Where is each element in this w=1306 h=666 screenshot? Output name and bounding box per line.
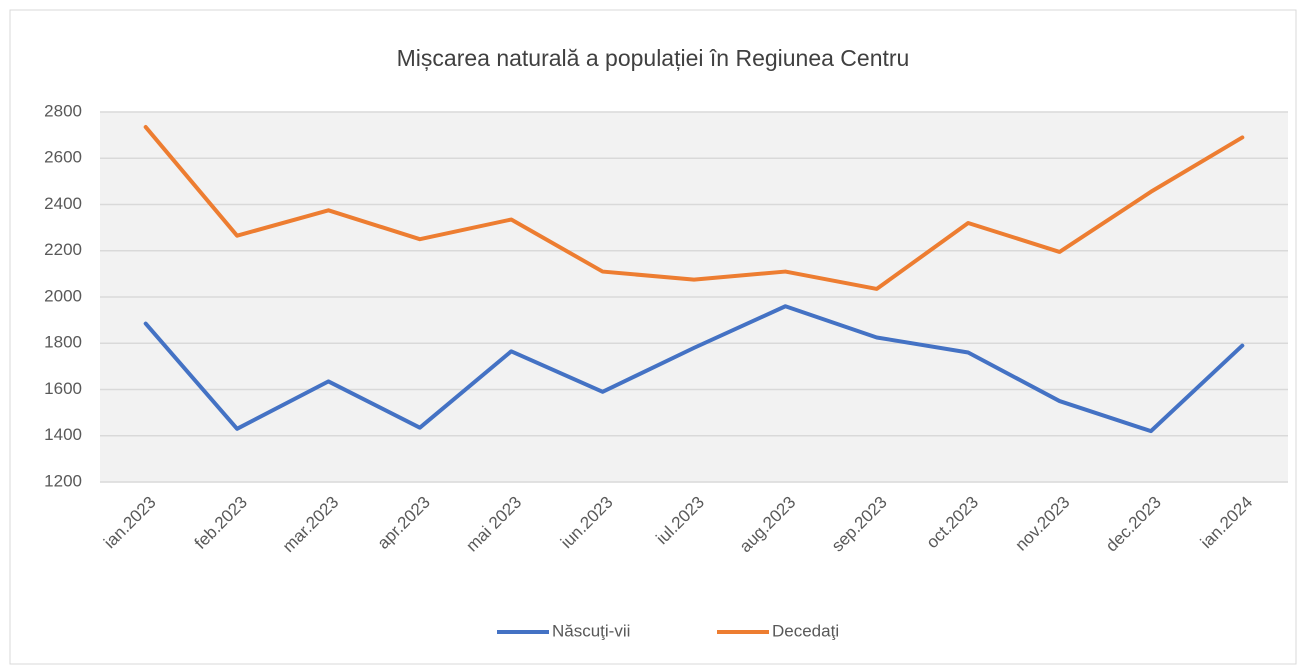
y-tick-label: 2200 xyxy=(44,240,82,259)
series-line xyxy=(143,125,1245,291)
legend: Născuţi-vii Decedaţi xyxy=(497,621,839,640)
legend-label: Născuţi-vii xyxy=(552,621,630,640)
y-tick-label: 1800 xyxy=(44,333,82,352)
y-tick-label: 2400 xyxy=(44,194,82,213)
y-tick-label: 1400 xyxy=(44,425,82,444)
legend-label: Decedaţi xyxy=(772,621,839,640)
y-tick-label: 2800 xyxy=(44,101,82,120)
y-tick-label: 2600 xyxy=(44,148,82,167)
y-tick-label: 2000 xyxy=(44,286,82,305)
y-tick-label: 1600 xyxy=(44,379,82,398)
series-line xyxy=(143,304,1245,434)
y-tick-label: 1200 xyxy=(44,471,82,490)
chart-title: Mișcarea naturală a populației în Regiun… xyxy=(397,45,910,71)
